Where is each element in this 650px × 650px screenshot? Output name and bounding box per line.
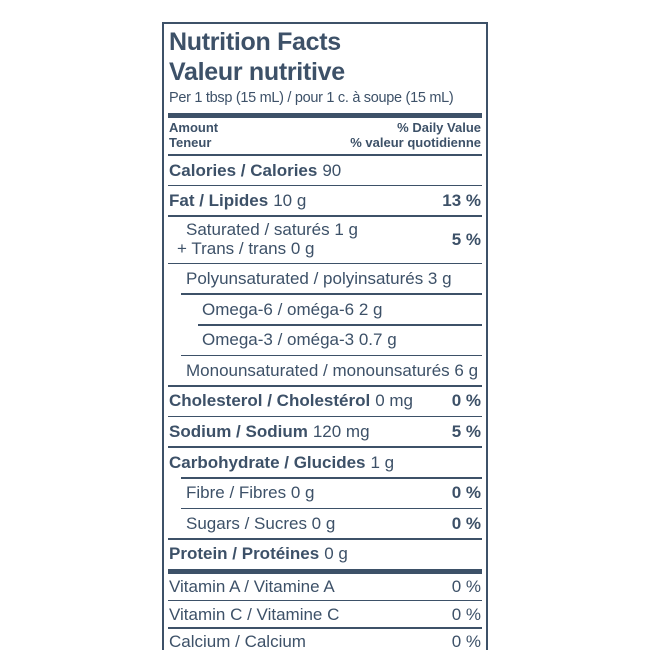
saturated-label: Saturated / saturés 1 g xyxy=(186,220,358,240)
divider xyxy=(168,415,482,418)
sugars-label: Sugars / Sucres 0 g xyxy=(186,513,336,533)
calcium-daily-value: 0 % xyxy=(451,632,481,650)
divider xyxy=(168,262,482,265)
row-polyunsaturated: Polyunsaturated / polyinsaturés 3 g xyxy=(168,264,482,293)
divider xyxy=(181,507,482,510)
polyunsaturated-label: Polyunsaturated / polyinsaturés 3 g xyxy=(186,269,452,289)
daily-value-header-fr: % valeur quotidienne xyxy=(350,134,481,150)
divider xyxy=(168,385,482,387)
trans-label: + Trans / trans 0 g xyxy=(177,239,315,259)
divider xyxy=(168,215,482,218)
row-monounsaturated: Monounsaturated / monounsaturés 6 g xyxy=(168,356,482,385)
divider xyxy=(181,476,482,479)
label-title-fr: Valeur nutritive xyxy=(169,58,345,87)
protein-amount: 0 g xyxy=(324,544,348,564)
calories-label: Calories / Calories xyxy=(169,160,318,180)
row-fibre: Fibre / Fibres 0 g 0 % xyxy=(168,479,482,508)
divider xyxy=(168,446,482,448)
fibre-daily-value: 0 % xyxy=(451,483,481,503)
fat-label: Fat / Lipides xyxy=(169,191,269,211)
sodium-daily-value: 5 % xyxy=(451,422,481,442)
thick-divider-bottom xyxy=(168,568,482,574)
divider xyxy=(198,323,482,326)
thick-divider-top xyxy=(168,113,482,119)
daily-value-header-en: % Daily Value xyxy=(397,120,481,136)
vitamin-a-daily-value: 0 % xyxy=(451,576,481,596)
row-calcium: Calcium / Calcium 0 % xyxy=(168,629,482,650)
amount-header-fr: Teneur xyxy=(169,134,212,150)
divider xyxy=(168,599,482,602)
row-omega6: Omega-6 / oméga-6 2 g xyxy=(168,295,482,324)
calories-value: 90 xyxy=(322,160,342,180)
protein-label: Protein / Protéines xyxy=(169,544,320,564)
divider xyxy=(168,627,482,629)
row-sugars: Sugars / Sucres 0 g 0 % xyxy=(168,509,482,538)
vitamin-c-daily-value: 0 % xyxy=(451,604,481,624)
row-saturated-trans: Saturated / saturés 1 g + Trans / trans … xyxy=(168,217,482,263)
divider xyxy=(168,184,482,187)
vitamin-a-label: Vitamin A / Vitamine A xyxy=(169,576,335,596)
row-cholesterol: Cholesterol / Cholestérol 0 mg 0 % xyxy=(168,387,482,416)
vitamin-c-label: Vitamin C / Vitamine C xyxy=(169,604,340,624)
calories-row: Calories / Calories 90 xyxy=(168,156,482,185)
sodium-label: Sodium / Sodium xyxy=(169,422,308,442)
label-title-en: Nutrition Facts xyxy=(169,28,341,56)
calcium-label: Calcium / Calcium xyxy=(169,632,306,650)
amount-header-en: Amount xyxy=(169,120,219,136)
cholesterol-amount: 0 mg xyxy=(375,391,413,411)
serving-size: Per 1 tbsp (15 mL) / pour 1 c. à soupe (… xyxy=(169,89,454,106)
divider xyxy=(181,293,482,295)
cholesterol-label: Cholesterol / Cholestérol xyxy=(169,391,371,411)
fat-amount: 10 g xyxy=(273,191,307,211)
saturated-daily-value: 5 % xyxy=(451,229,481,249)
row-vitamin-a: Vitamin A / Vitamine A 0 % xyxy=(168,574,482,600)
monounsaturated-label: Monounsaturated / monounsaturés 6 g xyxy=(186,360,479,380)
row-carbohydrate: Carbohydrate / Glucides 1 g xyxy=(168,448,482,477)
row-sodium: Sodium / Sodium 120 mg 5 % xyxy=(168,417,482,446)
row-omega3: Omega-3 / oméga-3 0.7 g xyxy=(168,326,482,355)
row-vitamin-c: Vitamin C / Vitamine C 0 % xyxy=(168,601,482,627)
carbohydrate-label: Carbohydrate / Glucides xyxy=(169,452,366,472)
omega3-label: Omega-3 / oméga-3 0.7 g xyxy=(202,330,397,350)
sodium-amount: 120 mg xyxy=(312,422,370,442)
sugars-daily-value: 0 % xyxy=(451,513,481,533)
omega6-label: Omega-6 / oméga-6 2 g xyxy=(202,299,383,319)
nutrition-facts-label: Nutrition Facts Valeur nutritive Per 1 t… xyxy=(162,22,488,650)
row-fat: Fat / Lipides 10 g 13 % xyxy=(168,186,482,215)
column-header: Amount % Daily Value Teneur % valeur quo… xyxy=(168,118,482,154)
divider xyxy=(168,154,482,156)
row-protein: Protein / Protéines 0 g xyxy=(168,540,482,569)
fat-daily-value: 13 % xyxy=(442,191,481,211)
fibre-label: Fibre / Fibres 0 g xyxy=(186,483,315,503)
carbohydrate-amount: 1 g xyxy=(370,452,395,472)
divider xyxy=(168,538,482,540)
divider xyxy=(181,354,482,357)
cholesterol-daily-value: 0 % xyxy=(451,391,481,411)
